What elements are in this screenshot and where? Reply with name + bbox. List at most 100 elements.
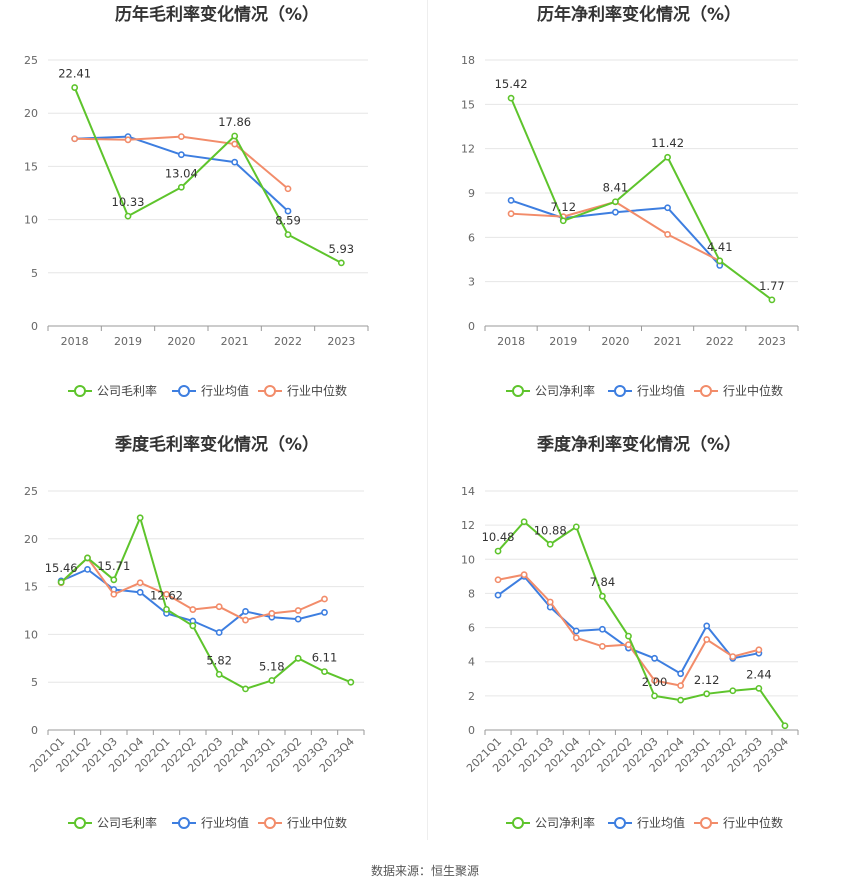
data-label: 11.42: [651, 136, 684, 150]
data-label: 17.86: [218, 115, 251, 129]
data-label: 6.11: [312, 651, 338, 665]
data-point-company: [284, 231, 292, 239]
data-point-company: [57, 578, 65, 586]
legend-item-avg[interactable]: 行业均值: [608, 815, 685, 830]
series-line-company: [510, 97, 773, 301]
data-point-avg: [231, 158, 239, 166]
data-point-median: [284, 185, 292, 193]
x-tick-label: 2018: [61, 335, 89, 348]
series-line-avg: [497, 575, 760, 675]
data-point-median: [321, 595, 328, 603]
data-point-median: [136, 579, 144, 587]
legend-marker-icon: [74, 817, 86, 829]
data-point-median: [703, 636, 711, 643]
y-tick-label: 4: [468, 656, 475, 669]
legend-marker-icon: [700, 817, 712, 829]
y-tick-label: 8: [468, 587, 475, 600]
y-tick-label: 15: [461, 98, 475, 111]
data-point-median: [163, 590, 170, 598]
data-point-avg: [284, 207, 292, 215]
data-label: 5.93: [329, 242, 355, 256]
y-tick-label: 3: [468, 276, 475, 289]
data-source: 数据来源：恒生聚源: [0, 862, 850, 879]
y-tick-label: 15: [24, 581, 38, 594]
data-point-company: [337, 259, 345, 267]
data-point-median: [71, 135, 79, 143]
y-tick-label: 9: [468, 187, 475, 200]
legend-item-median[interactable]: 行业中位数: [694, 383, 783, 398]
data-point-avg: [507, 196, 515, 204]
data-point-company: [716, 257, 724, 265]
y-tick-label: 18: [461, 54, 475, 67]
x-tick-label: 2022: [274, 335, 302, 348]
data-point-company: [124, 212, 132, 220]
legend-label: 公司毛利率: [97, 383, 157, 398]
data-point-avg: [664, 204, 671, 212]
data-point-avg: [494, 591, 502, 599]
data-point-avg: [572, 627, 580, 635]
data-point-company: [755, 684, 763, 692]
legend-item-company[interactable]: 公司毛利率: [68, 815, 157, 830]
legend-marker-icon: [614, 385, 626, 397]
data-point-company: [71, 84, 79, 91]
data-point-company: [520, 518, 528, 526]
legend-item-avg[interactable]: 行业均值: [172, 815, 249, 830]
legend-item-company[interactable]: 公司净利率: [506, 383, 595, 398]
x-tick-label: 2020: [167, 335, 195, 348]
x-tick-label: 2023: [327, 335, 355, 348]
data-point-company: [84, 554, 91, 562]
legend-item-median[interactable]: 行业中位数: [258, 383, 347, 398]
data-source-label: 数据来源：: [370, 864, 431, 878]
legend-label: 行业中位数: [723, 383, 783, 398]
data-point-avg: [294, 615, 302, 623]
chart-title: 季度净利率变化情况（%）: [537, 434, 741, 455]
data-label: 8.59: [275, 214, 301, 228]
quarterly-net-margin-chart: 季度净利率变化情况（%） 0 2 4 6 8 10 12 14 2021Q1 2021Q2 2021Q…: [428, 430, 850, 840]
legend-label: 行业均值: [201, 815, 249, 830]
legend-marker-icon: [74, 385, 86, 397]
y-tick-label: 25: [24, 485, 38, 498]
data-point-company: [321, 668, 328, 675]
legend-label: 行业均值: [637, 815, 685, 830]
y-tick-label: 10: [461, 553, 475, 566]
data-point-median: [625, 641, 632, 649]
data-point-company: [703, 690, 711, 698]
data-label: 2.00: [642, 675, 668, 689]
y-tick-label: 15: [24, 160, 38, 173]
chart-title: 历年净利率变化情况（%）: [537, 4, 741, 25]
legend-item-median[interactable]: 行业中位数: [258, 815, 347, 830]
data-point-avg: [321, 609, 328, 616]
data-point-median: [546, 598, 554, 606]
legend-item-avg[interactable]: 行业均值: [608, 383, 685, 398]
legend-item-company[interactable]: 公司毛利率: [68, 383, 157, 398]
data-point-avg: [677, 670, 685, 678]
chart-svg: 季度毛利率变化情况（%）05101520252021Q12021Q22021Q3…: [24, 434, 365, 830]
chart-title: 历年毛利率变化情况（%）: [115, 4, 319, 25]
y-tick-label: 6: [468, 231, 475, 244]
data-point-avg: [651, 654, 658, 662]
legend-marker-icon: [700, 385, 712, 397]
data-point-company: [215, 670, 223, 678]
legend-marker-icon: [178, 385, 190, 397]
legend-item-median[interactable]: 行业中位数: [694, 815, 783, 830]
data-point-company: [242, 685, 249, 693]
legend-item-avg[interactable]: 行业均值: [172, 383, 249, 398]
data-point-company: [546, 540, 554, 548]
quarterly-gross-margin-chart: 季度毛利率变化情况（%） 0 5 10 15 20 25 2021Q1 2021Q2 2021Q3…: [0, 430, 422, 840]
data-label: 22.41: [58, 67, 91, 81]
data-point-avg: [598, 625, 606, 633]
data-point-company: [729, 687, 737, 695]
annual-gross-margin-chart: 历年毛利率变化情况（%） 0 5 10 15 20 25 2018 2019 2020 2021 20…: [0, 0, 422, 410]
data-point-median: [215, 603, 223, 611]
data-point-avg: [215, 629, 223, 636]
data-point-company: [110, 576, 118, 584]
data-point-median: [677, 682, 685, 690]
legend-marker-icon: [264, 817, 276, 829]
data-label: 13.04: [165, 166, 198, 180]
y-tick-label: 2: [468, 690, 475, 703]
legend-label: 行业中位数: [287, 815, 347, 830]
data-point-company: [268, 677, 276, 684]
legend-item-company[interactable]: 公司净利率: [506, 815, 595, 830]
data-point-median: [242, 616, 249, 624]
data-label: 1.77: [759, 279, 785, 293]
